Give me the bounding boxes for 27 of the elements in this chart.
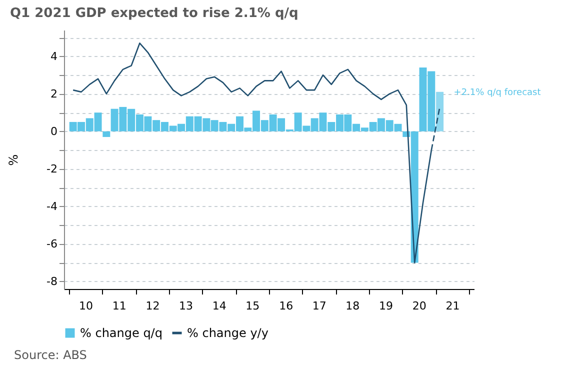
x-tick-label: 11	[112, 300, 126, 312]
x-tick-label: 21	[446, 300, 460, 312]
y-tick-label: 2	[50, 87, 58, 100]
y-tick-label: 4	[50, 50, 58, 63]
x-tick-label: 10	[79, 300, 94, 312]
x-tick-label: 12	[146, 300, 160, 312]
source-note: Source: ABS	[14, 348, 87, 362]
x-tick-label: 13	[179, 300, 194, 312]
x-tick-label: 14	[212, 300, 226, 312]
annotation: +2.1% q/q forecast	[454, 88, 542, 98]
x-tick-label: 17	[312, 300, 326, 312]
y-tick-label: 0	[50, 124, 58, 138]
x-tick-label: 16	[279, 300, 294, 312]
legend-label: % change q/q	[80, 326, 162, 340]
x-tick-label: 18	[346, 300, 360, 312]
y-tick-label: -4	[46, 200, 58, 213]
legend-label: % change y/y	[187, 326, 268, 340]
y-tick-label: -2	[46, 162, 58, 176]
x-tick-label: 15	[246, 300, 260, 312]
x-tick-label: 20	[412, 300, 426, 312]
y-tick-label: -6	[46, 237, 58, 250]
x-tick-label: 19	[378, 300, 393, 312]
bar	[436, 92, 444, 132]
chart-title: Q1 2021 GDP expected to rise 2.1% q/q	[10, 6, 298, 21]
y-axis-title: %	[6, 154, 21, 166]
bar	[102, 131, 110, 137]
y-tick-label: -8	[46, 274, 58, 288]
